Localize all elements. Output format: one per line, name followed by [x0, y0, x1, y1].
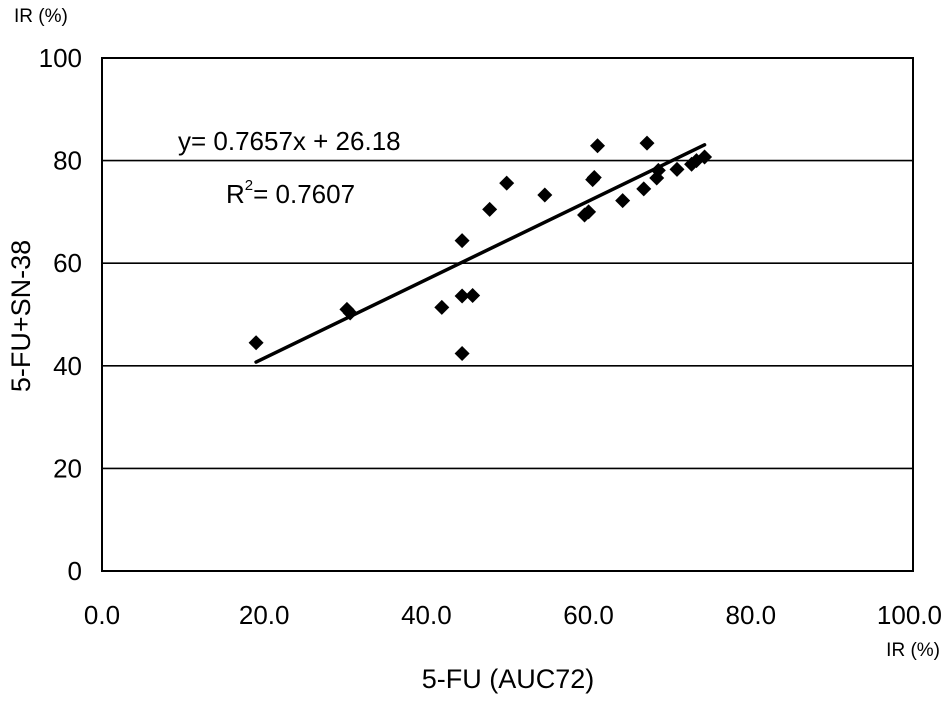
data-point — [636, 181, 652, 197]
y-tick-label: 100 — [39, 43, 82, 73]
trendline — [254, 143, 707, 364]
plot-area-frame — [101, 57, 914, 572]
data-point — [697, 149, 713, 165]
data-point — [342, 305, 358, 321]
data-point — [465, 288, 481, 304]
y-axis-label: 5-FU+SN-38 — [6, 240, 36, 392]
r-squared-exponent: 2 — [245, 177, 253, 194]
data-point — [586, 170, 602, 186]
r-squared-value: = 0.7607 — [253, 179, 355, 209]
data-point — [499, 175, 515, 191]
data-point — [669, 161, 685, 177]
x-tick-label: 60.0 — [563, 600, 614, 630]
x-axis-unit: IR (%) — [886, 640, 940, 661]
data-point — [454, 345, 470, 361]
data-point — [454, 288, 470, 304]
x-tick-label: 40.0 — [401, 600, 452, 630]
data-point — [650, 162, 666, 178]
x-tick-labels: 0.0 20.0 40.0 60.0 80.0 100.0 — [84, 600, 942, 630]
y-axis-unit: IR (%) — [14, 6, 68, 27]
y-tick-label: 60 — [53, 248, 82, 278]
trendline-equation: y= 0.7657x + 26.18 — [178, 126, 401, 156]
data-point — [482, 201, 498, 217]
y-tick-label: 0 — [68, 556, 82, 586]
r-squared-label: R2= 0.7607 — [226, 177, 355, 209]
data-point — [590, 138, 606, 154]
data-point — [434, 299, 450, 315]
r-squared-symbol: R — [226, 179, 245, 209]
x-tick-label: 20.0 — [239, 600, 290, 630]
grid-lines — [102, 159, 913, 470]
data-point — [537, 187, 553, 203]
data-point — [639, 135, 655, 151]
y-tick-labels: 0 20 40 60 80 100 — [39, 43, 82, 586]
data-point — [248, 335, 264, 351]
data-points — [248, 135, 713, 361]
x-axis-label: 5-FU (AUC72) — [422, 664, 595, 694]
data-point — [581, 204, 597, 220]
y-tick-label: 40 — [53, 351, 82, 381]
y-tick-label: 20 — [53, 453, 82, 483]
trendline-layer — [254, 143, 707, 364]
x-tick-label: 80.0 — [725, 600, 776, 630]
y-tick-label: 80 — [53, 146, 82, 176]
data-point — [615, 193, 631, 209]
x-tick-label: 100.0 — [877, 600, 942, 630]
data-point — [454, 233, 470, 249]
x-tick-label: 0.0 — [84, 600, 120, 630]
